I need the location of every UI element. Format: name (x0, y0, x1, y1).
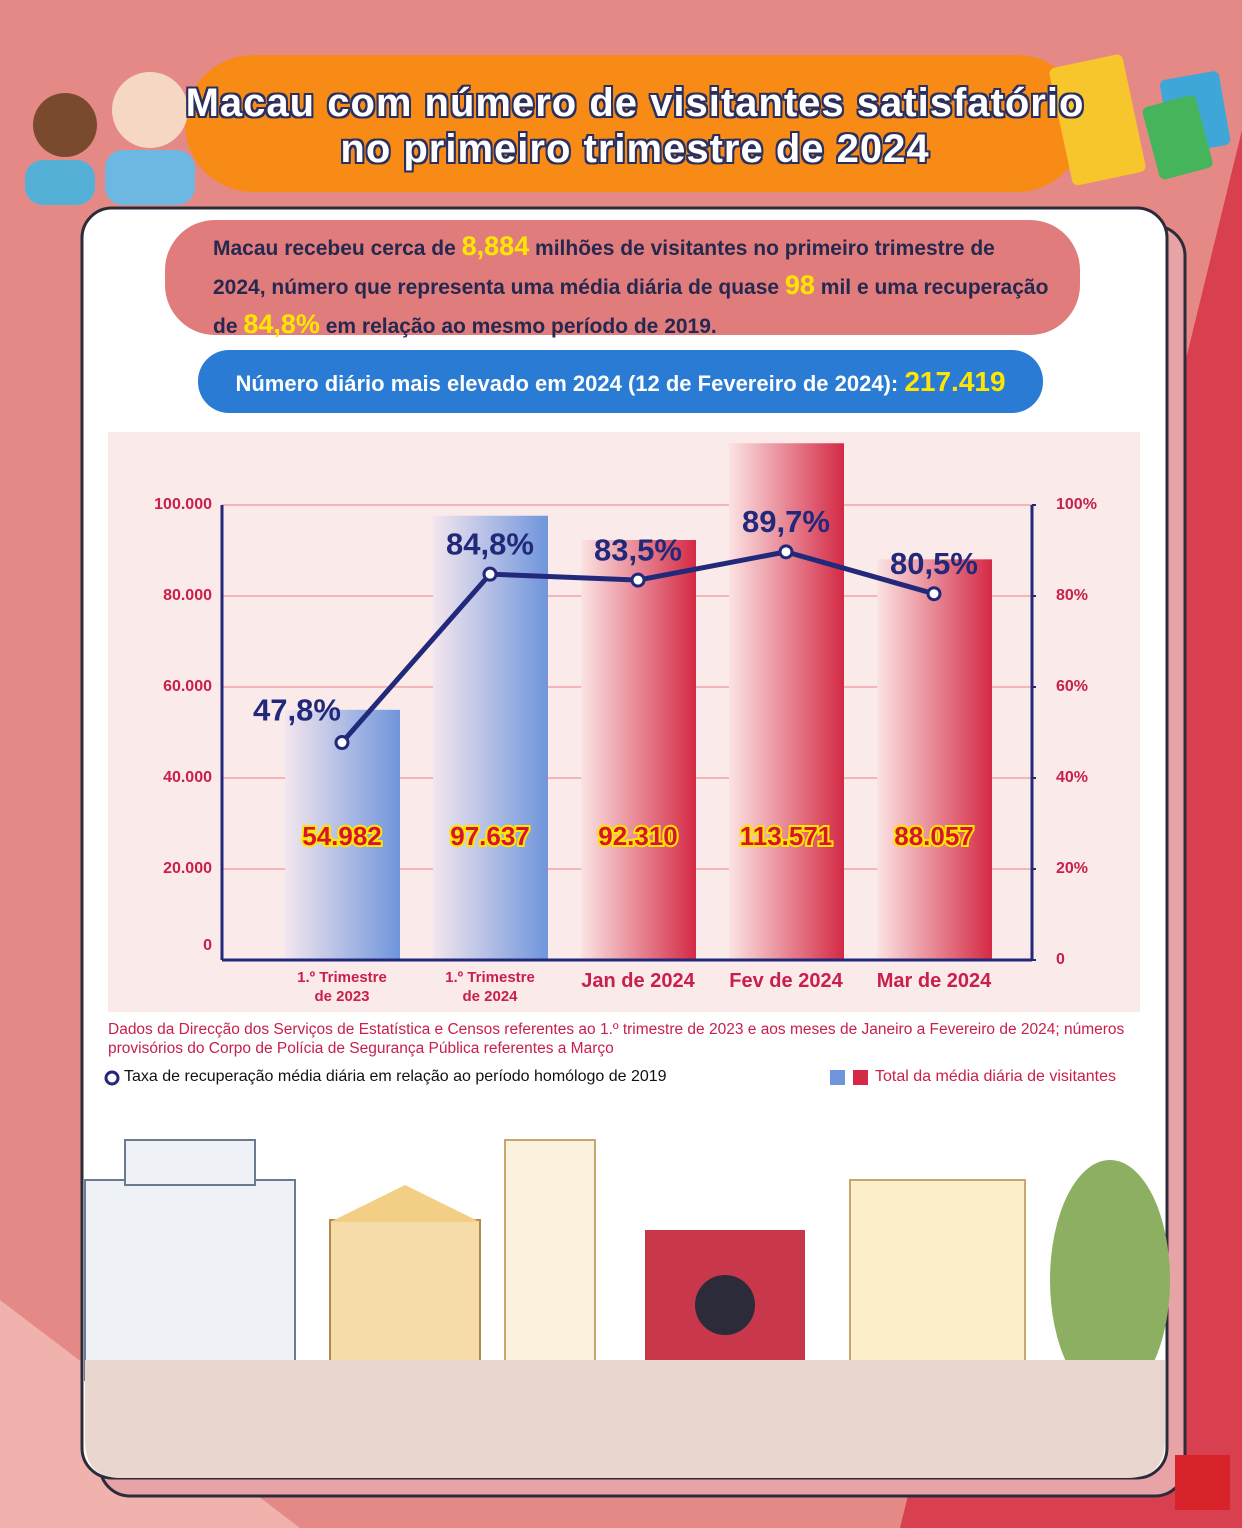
line-value-label: 47,8% (253, 693, 341, 728)
building (84, 1179, 296, 1381)
line-value-label: 84,8% (446, 526, 534, 561)
passport (1142, 95, 1213, 180)
y-tick-label: 20.000 (163, 860, 212, 877)
summary-text: em relação ao mesmo período de 2019. (319, 315, 717, 338)
summary-text: milhões de visitantes no primeiro trimes… (213, 237, 995, 299)
legend-line-label: Taxa de recuperação média diária em rela… (124, 1068, 667, 1085)
bar (729, 443, 844, 960)
line-value-label: 80,5% (890, 546, 978, 581)
map-ticket (1049, 54, 1146, 186)
building (329, 1219, 481, 1381)
summary: Macau recebeu cerca de 8,884 milhões de … (213, 228, 1053, 345)
y2-tick-label: 80% (1056, 587, 1088, 604)
line-value-label: 89,7% (742, 504, 830, 539)
y-tick-label: 0 (203, 937, 212, 954)
summary-text: Macau recebeu cerca de (213, 237, 462, 260)
y-tick-label: 60.000 (163, 678, 212, 695)
summary-pill (165, 220, 1080, 335)
legend-bar-label: Total da média diária de visitantes (875, 1068, 1117, 1085)
line-point (630, 572, 646, 588)
person-icon (33, 93, 97, 157)
line-point (778, 544, 794, 560)
bar (581, 539, 696, 960)
legend-bar-marker (830, 1070, 845, 1085)
bar (433, 515, 548, 960)
building (124, 1139, 256, 1186)
peak-text: Número diário mais elevado em 2024 (12 d… (235, 371, 905, 396)
x-tick-label: 1.º Trimestre de 2023 (297, 969, 387, 1005)
peak-note: Número diário mais elevado em 2024 (12 d… (198, 350, 1043, 413)
person-icon (112, 72, 188, 148)
bar-value-label: 97.637 (450, 821, 530, 851)
summary-text: mil e uma recuperação de (213, 276, 1049, 338)
summary-highlight: 98 (784, 270, 815, 300)
bar-value-label: 54.982 (302, 821, 382, 851)
building (330, 1185, 480, 1222)
building (695, 1275, 755, 1335)
line-point (926, 586, 942, 602)
y2-tick-label: 40% (1056, 769, 1088, 786)
person-icon (105, 150, 195, 205)
building (504, 1139, 596, 1381)
y2-tick-label: 100% (1056, 496, 1097, 513)
legend-line-marker (104, 1070, 120, 1086)
title-pill (185, 55, 1085, 192)
peak-pill (198, 350, 1043, 413)
bar-value-label: 88.057 (894, 821, 974, 851)
line-value-label: 83,5% (594, 532, 682, 567)
logo (1175, 1455, 1230, 1510)
summary-highlight: 8,884 (461, 231, 530, 261)
line-point (482, 566, 498, 582)
x-tick-label: Mar de 2024 (876, 970, 992, 992)
y2-tick-label: 20% (1056, 860, 1088, 877)
bar-value-label: 92.310 (598, 821, 678, 851)
ground (85, 1360, 1165, 1478)
source-note: Dados da Direcção dos Serviços de Estatí… (108, 1021, 1125, 1057)
building (849, 1179, 1026, 1381)
peak-value: 217.419 (904, 366, 1006, 397)
y-tick-label: 40.000 (163, 769, 212, 786)
legend-bar-marker (853, 1070, 868, 1085)
bar-value-label: 113.571 (740, 821, 833, 851)
y-tick-label: 80.000 (163, 587, 212, 604)
bar (877, 559, 992, 960)
line-point (334, 735, 350, 751)
title: Macau com número de visitantes satisfató… (185, 81, 1085, 171)
summary-highlight: 84,8% (243, 309, 320, 339)
x-tick-label: Jan de 2024 (581, 970, 695, 992)
bar (285, 709, 400, 960)
person-icon (25, 160, 95, 205)
x-tick-label: Fev de 2024 (729, 970, 843, 992)
x-tick-label: 1.º Trimestre de 2024 (445, 969, 535, 1005)
y2-tick-label: 0 (1056, 951, 1065, 968)
y2-tick-label: 60% (1056, 678, 1088, 695)
y-tick-label: 100.000 (154, 496, 212, 513)
tree (1050, 1160, 1170, 1400)
